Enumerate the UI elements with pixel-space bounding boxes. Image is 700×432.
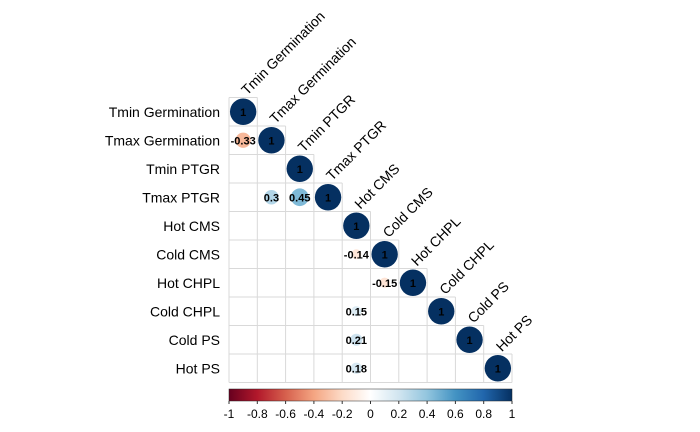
row-label-cold-cms: Cold CMS [156, 246, 220, 262]
colorbar-tick-label: 0.4 [419, 407, 436, 421]
col-label-cold-ps: Cold PS [464, 278, 512, 326]
row-labels: Tmin Germination Tmax Germination Tmin PTG… [105, 104, 220, 377]
colorbar-tick-label: -0.2 [332, 407, 353, 421]
correlation-value: 0.21 [346, 335, 367, 347]
correlation-value: 1 [410, 278, 416, 290]
correlation-circle [456, 326, 483, 353]
correlation-circles [229, 98, 512, 382]
col-label-cold-cms: Cold CMS [379, 184, 435, 240]
col-label-hot-ps: Hot PS [493, 312, 536, 355]
correlation-value: 1 [353, 221, 359, 233]
colorbar-tick-label: 0 [367, 407, 374, 421]
colorbar-tick-label: -0.6 [275, 407, 296, 421]
row-label-cold-chpl: Cold CHPL [150, 303, 220, 319]
colorbar-tick-label: -1 [224, 407, 235, 421]
correlation-circle [350, 362, 362, 374]
row-label-cold-ps: Cold PS [169, 332, 220, 348]
col-label-cold-chpl: Cold CHPL [436, 236, 497, 297]
correlation-value: 1 [466, 335, 472, 347]
correlation-value: 0.3 [264, 192, 279, 204]
grid-lines [228, 97, 513, 383]
colorbar-rect [228, 388, 513, 402]
correlation-circle [290, 188, 309, 207]
correlation-value: 1 [297, 164, 303, 176]
col-label-hot-chpl: Hot CHPL [408, 213, 464, 269]
correlation-circle [343, 212, 370, 239]
correlation-circle [379, 277, 390, 288]
row-label-tmax-germination: Tmax Germination [105, 132, 220, 148]
correlation-circle [371, 241, 398, 268]
row-label-tmin-ptgr: Tmin PTGR [146, 161, 220, 177]
correlation-circle [351, 249, 362, 260]
row-label-tmax-ptgr: Tmax PTGR [142, 189, 220, 205]
correlation-circle [428, 298, 455, 325]
correlation-value: 1 [438, 306, 444, 318]
correlation-circle [351, 306, 362, 317]
correlation-value: 1 [268, 135, 274, 147]
row-label-hot-chpl: Hot CHPL [157, 275, 220, 291]
correlation-circle [258, 127, 285, 154]
correlation-value: 1 [382, 249, 388, 261]
colorbar-ticks: -1 -0.8 -0.6 -0.4 -0.2 0 0.2 0.4 0.6 0.8 1 [224, 401, 516, 421]
correlation-value: 1 [495, 363, 501, 375]
correlation-circle [235, 132, 251, 148]
correlation-circle [484, 355, 512, 382]
correlation-value: -0.15 [372, 278, 397, 290]
colorbar-tick-label: 0.6 [447, 407, 464, 421]
correlation-circle [229, 98, 257, 125]
colorbar-tick-label: 1 [509, 407, 516, 421]
colorbar-tick-label: -0.8 [247, 407, 268, 421]
colorbar: -1 -0.8 -0.6 -0.4 -0.2 0 0.2 0.4 0.6 0.8 1 [224, 388, 516, 421]
col-label-hot-cms: Hot CMS [351, 160, 402, 211]
colorbar-tick-label: -0.4 [304, 407, 325, 421]
correlation-value: 1 [325, 192, 331, 204]
correlation-value: 0.15 [346, 306, 367, 318]
correlation-value: -0.14 [344, 249, 370, 261]
correlation-circle [286, 155, 313, 182]
correlation-circle [264, 190, 279, 205]
row-label-hot-cms: Hot CMS [163, 218, 220, 234]
correlation-value: 0.18 [346, 363, 367, 375]
row-label-tmin-germination: Tmin Germination [109, 104, 220, 120]
colorbar-tick-label: 0.2 [390, 407, 407, 421]
correlation-circle [350, 333, 363, 346]
value-labels: 1 -0.33 1 1 0.3 0.45 1 1 -0.14 1 -0.15 1 0.15 1 0.21 1 0… [231, 107, 501, 376]
correlation-circle [399, 269, 427, 296]
correlation-value: 1 [240, 107, 246, 119]
correlation-circle [314, 184, 342, 211]
colorbar-tick-label: 0.8 [475, 407, 492, 421]
correlation-value: -0.33 [231, 135, 256, 147]
correlation-value: 0.45 [289, 192, 310, 204]
row-label-hot-ps: Hot PS [176, 360, 220, 376]
